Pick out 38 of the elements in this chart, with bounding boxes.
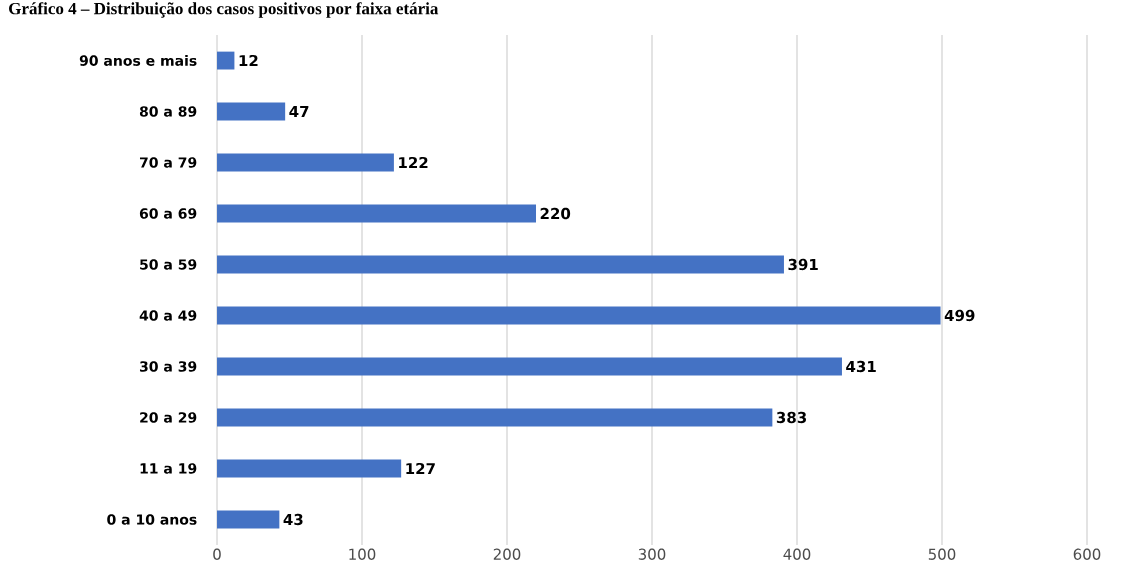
y-tick-label: 40 a 49 bbox=[139, 310, 197, 321]
x-tick-label: 0 bbox=[213, 548, 221, 560]
x-tick-label: 400 bbox=[783, 548, 811, 560]
y-tick-label: 30 a 39 bbox=[139, 361, 197, 372]
data-label: 391 bbox=[788, 258, 818, 271]
data-label: 499 bbox=[944, 309, 975, 322]
y-tick-label: 0 a 10 anos bbox=[107, 514, 197, 525]
y-tick-label: 20 a 29 bbox=[140, 412, 197, 423]
x-tick-label: 100 bbox=[349, 548, 376, 560]
data-label: 43 bbox=[283, 513, 303, 526]
x-tick-label: 600 bbox=[1073, 548, 1101, 560]
y-tick-label: 90 anos e mais bbox=[79, 55, 197, 66]
chart-title: Gráfico 4 – Distribuição dos casos positivos por faixa etária bbox=[9, 2, 439, 18]
data-label: 127 bbox=[406, 462, 435, 475]
bar bbox=[217, 459, 402, 478]
bar bbox=[217, 102, 286, 121]
data-label: 12 bbox=[239, 54, 258, 67]
data-label: 383 bbox=[776, 411, 806, 424]
y-tick-label: 80 a 89 bbox=[139, 106, 197, 117]
y-tick-label: 60 a 69 bbox=[139, 208, 197, 219]
bar bbox=[217, 204, 536, 223]
bar bbox=[217, 51, 235, 70]
y-tick-label: 70 a 79 bbox=[139, 157, 197, 168]
bar bbox=[217, 408, 773, 427]
bar bbox=[217, 153, 394, 172]
data-label: 47 bbox=[289, 106, 309, 117]
y-tick-label: 50 a 59 bbox=[140, 259, 197, 270]
bar bbox=[217, 357, 842, 376]
y-tick-label: 11 a 19 bbox=[140, 463, 197, 474]
x-tick-label: 500 bbox=[928, 548, 956, 560]
bar bbox=[217, 306, 941, 325]
data-label: 122 bbox=[399, 156, 428, 169]
bar bbox=[217, 255, 784, 274]
x-tick-label: 200 bbox=[493, 548, 521, 560]
data-label: 431 bbox=[846, 360, 876, 373]
data-label: 220 bbox=[540, 207, 571, 220]
bar bbox=[217, 510, 280, 529]
x-tick-label: 300 bbox=[638, 548, 666, 560]
